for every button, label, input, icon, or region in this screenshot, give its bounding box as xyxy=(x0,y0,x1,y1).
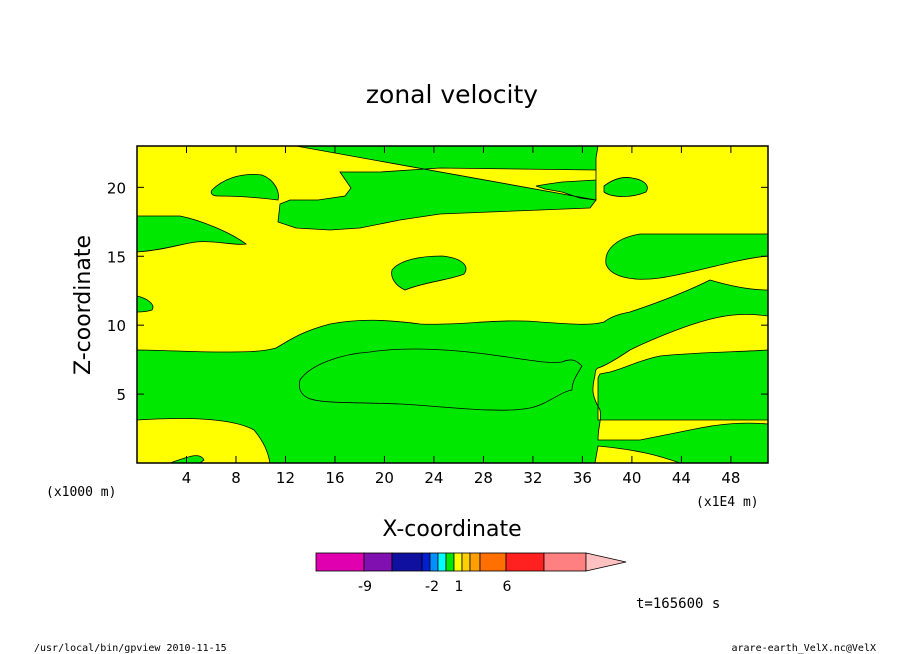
colorbar-segment xyxy=(315,552,365,572)
contour-regions xyxy=(136,145,769,464)
colorbar-label: -9 xyxy=(358,579,372,595)
x-tick-label: 36 xyxy=(573,469,592,487)
x-tick-label: 16 xyxy=(325,469,344,487)
chart-title: zonal velocity xyxy=(366,80,538,109)
contour-region-right16 xyxy=(605,233,769,280)
colorbar-segment xyxy=(453,552,463,572)
colorbar-segment xyxy=(543,552,587,572)
colorbar-segment xyxy=(479,552,507,572)
contour-region-lobe1 xyxy=(210,173,279,201)
colorbar-segment xyxy=(429,552,439,572)
colorbar-label: -2 xyxy=(425,579,439,595)
y-tick-label: 20 xyxy=(107,179,126,197)
colorbar-segment xyxy=(421,552,431,572)
x-tick-label: 28 xyxy=(474,469,493,487)
colorbar-segment xyxy=(469,552,481,572)
colorbar-segment xyxy=(391,552,423,572)
colorbar-arrow xyxy=(585,552,627,572)
contour-region-lower xyxy=(136,279,769,464)
y-tick-label: 5 xyxy=(116,386,126,404)
colorbar-label: 6 xyxy=(503,579,512,595)
x-tick-label: 48 xyxy=(721,469,740,487)
colorbar-segment xyxy=(445,552,455,572)
colorbar-label: 1 xyxy=(455,579,464,595)
y-axis-ticks: 5 10 15 20 xyxy=(107,179,768,404)
contour-region-top xyxy=(277,145,599,231)
x-tick-label: 32 xyxy=(523,469,542,487)
time-label: t=165600 s xyxy=(636,596,720,612)
colorbar-segment xyxy=(505,552,545,572)
colorbar-labels: -9 -2 1 6 xyxy=(358,579,512,595)
x-scale-note: (x1E4 m) xyxy=(696,495,759,510)
footer-left: /usr/local/bin/gpview 2010-11-15 xyxy=(34,643,227,654)
x-tick-label: 12 xyxy=(276,469,295,487)
contour-region-lobe2 xyxy=(603,177,648,197)
y-tick-label: 15 xyxy=(107,248,126,266)
contour-region-left17 xyxy=(136,215,247,253)
x-tick-label: 4 xyxy=(182,469,192,487)
colorbar-segment xyxy=(461,552,471,572)
x-axis-label: X-coordinate xyxy=(382,517,521,542)
plot-frame xyxy=(136,145,769,464)
footer-right: arare-earth_VelX.nc@VelX xyxy=(732,643,877,654)
contour-region-notch xyxy=(136,295,154,313)
x-axis-ticks: 4 8 12 16 20 24 28 32 36 40 44 48 xyxy=(182,146,740,487)
x-tick-label: 40 xyxy=(622,469,641,487)
contour-region-bottom-left xyxy=(169,455,205,464)
colorbar-segment xyxy=(437,552,447,572)
contour-region-island xyxy=(391,255,467,291)
x-tick-label: 24 xyxy=(424,469,443,487)
x-tick-label: 8 xyxy=(231,469,241,487)
y-axis-label: Z-coordinate xyxy=(71,235,96,375)
colorbar-segment xyxy=(363,552,393,572)
y-scale-note: (x1000 m) xyxy=(46,485,116,500)
x-tick-label: 20 xyxy=(375,469,394,487)
colorbar xyxy=(315,552,627,572)
y-tick-label: 10 xyxy=(107,317,126,335)
x-tick-label: 44 xyxy=(672,469,691,487)
